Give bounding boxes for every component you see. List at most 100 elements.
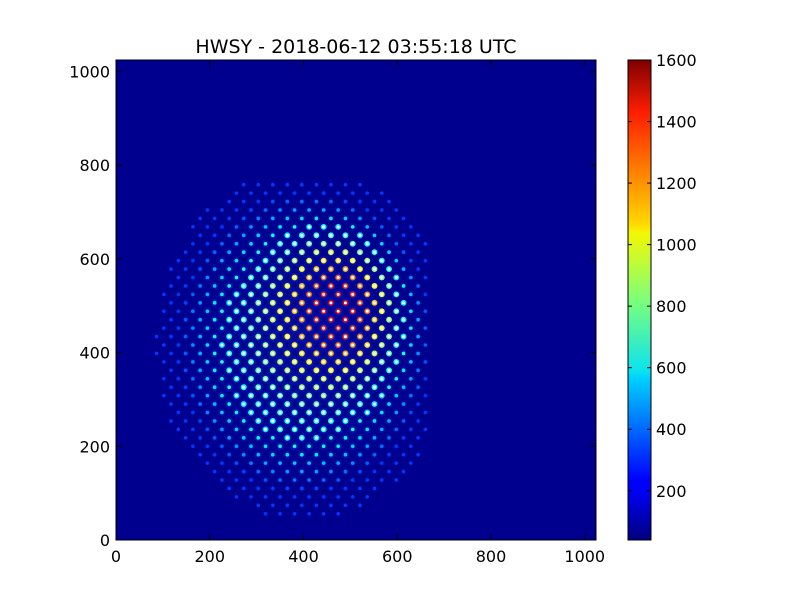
spot xyxy=(233,325,240,332)
spot xyxy=(313,367,320,374)
spot xyxy=(191,427,195,432)
spot xyxy=(198,368,202,373)
spot xyxy=(329,199,333,204)
spot xyxy=(240,283,247,289)
spot xyxy=(220,427,224,432)
spot xyxy=(212,334,217,339)
spot xyxy=(314,216,319,221)
spot xyxy=(220,241,224,246)
spot xyxy=(183,351,188,356)
spot xyxy=(248,409,254,416)
spot xyxy=(263,444,268,449)
spot xyxy=(205,427,210,432)
spot xyxy=(298,350,305,357)
spot xyxy=(212,267,217,271)
spot xyxy=(365,225,370,229)
spot xyxy=(249,444,253,449)
spot xyxy=(313,316,320,323)
spot xyxy=(357,266,363,272)
spot xyxy=(350,478,355,482)
spot xyxy=(255,350,262,357)
spot xyxy=(401,436,406,440)
spot xyxy=(423,275,428,280)
spot xyxy=(371,249,378,256)
spot xyxy=(307,191,311,195)
spot xyxy=(269,266,276,272)
spot xyxy=(284,401,291,407)
spot xyxy=(227,436,232,440)
spot xyxy=(176,410,181,415)
spot xyxy=(321,511,326,516)
spot xyxy=(227,199,232,204)
spot xyxy=(212,452,217,457)
spot xyxy=(284,367,291,374)
spot xyxy=(198,317,202,322)
spot xyxy=(248,291,254,298)
spot xyxy=(249,191,253,195)
spot xyxy=(416,368,420,373)
spot xyxy=(298,401,305,407)
spot xyxy=(416,385,420,389)
spot xyxy=(292,444,297,449)
spot xyxy=(335,342,342,348)
spot xyxy=(233,291,240,298)
spot xyxy=(387,436,391,440)
spot xyxy=(248,274,254,281)
spot xyxy=(262,342,269,348)
spot xyxy=(169,267,173,271)
spot xyxy=(372,199,377,204)
spot xyxy=(256,452,261,457)
spot xyxy=(291,291,298,298)
spot xyxy=(298,434,305,441)
spot xyxy=(423,427,428,432)
spot xyxy=(263,478,268,482)
spot xyxy=(336,461,340,465)
spot xyxy=(262,426,269,433)
spot xyxy=(358,216,362,221)
spot xyxy=(262,358,269,365)
spot xyxy=(342,333,349,340)
spot xyxy=(234,495,239,499)
spot xyxy=(212,385,217,389)
spot xyxy=(233,342,240,348)
spot xyxy=(240,384,247,391)
spot xyxy=(284,299,291,306)
spot xyxy=(379,478,384,482)
spot xyxy=(212,419,217,423)
spot xyxy=(320,257,327,264)
spot xyxy=(306,426,313,433)
colorbar xyxy=(627,59,652,541)
spot xyxy=(378,257,385,264)
spot xyxy=(256,503,261,508)
spot xyxy=(343,486,348,491)
colorbar-tick-label: 800 xyxy=(656,297,687,316)
spot xyxy=(329,469,333,474)
spot xyxy=(212,368,217,373)
spot xyxy=(285,452,290,457)
spot xyxy=(285,216,290,221)
spot xyxy=(387,469,391,474)
spot xyxy=(358,503,362,508)
plot-frame xyxy=(115,59,597,541)
spot xyxy=(270,199,275,204)
spot xyxy=(205,309,210,314)
x-tick-label: 200 xyxy=(194,547,225,566)
spot xyxy=(169,317,173,322)
spot xyxy=(394,241,399,246)
spot xyxy=(371,333,378,340)
spot xyxy=(262,274,269,281)
spot xyxy=(365,208,370,212)
spot xyxy=(371,266,378,272)
spot xyxy=(291,392,298,399)
spot xyxy=(379,208,384,212)
spot xyxy=(191,241,195,246)
spot xyxy=(306,358,313,365)
spot xyxy=(372,419,377,423)
spot xyxy=(364,358,371,365)
spot xyxy=(328,350,334,357)
spot xyxy=(387,452,391,457)
spot xyxy=(379,410,384,415)
spot xyxy=(241,216,246,221)
spot xyxy=(169,402,173,406)
